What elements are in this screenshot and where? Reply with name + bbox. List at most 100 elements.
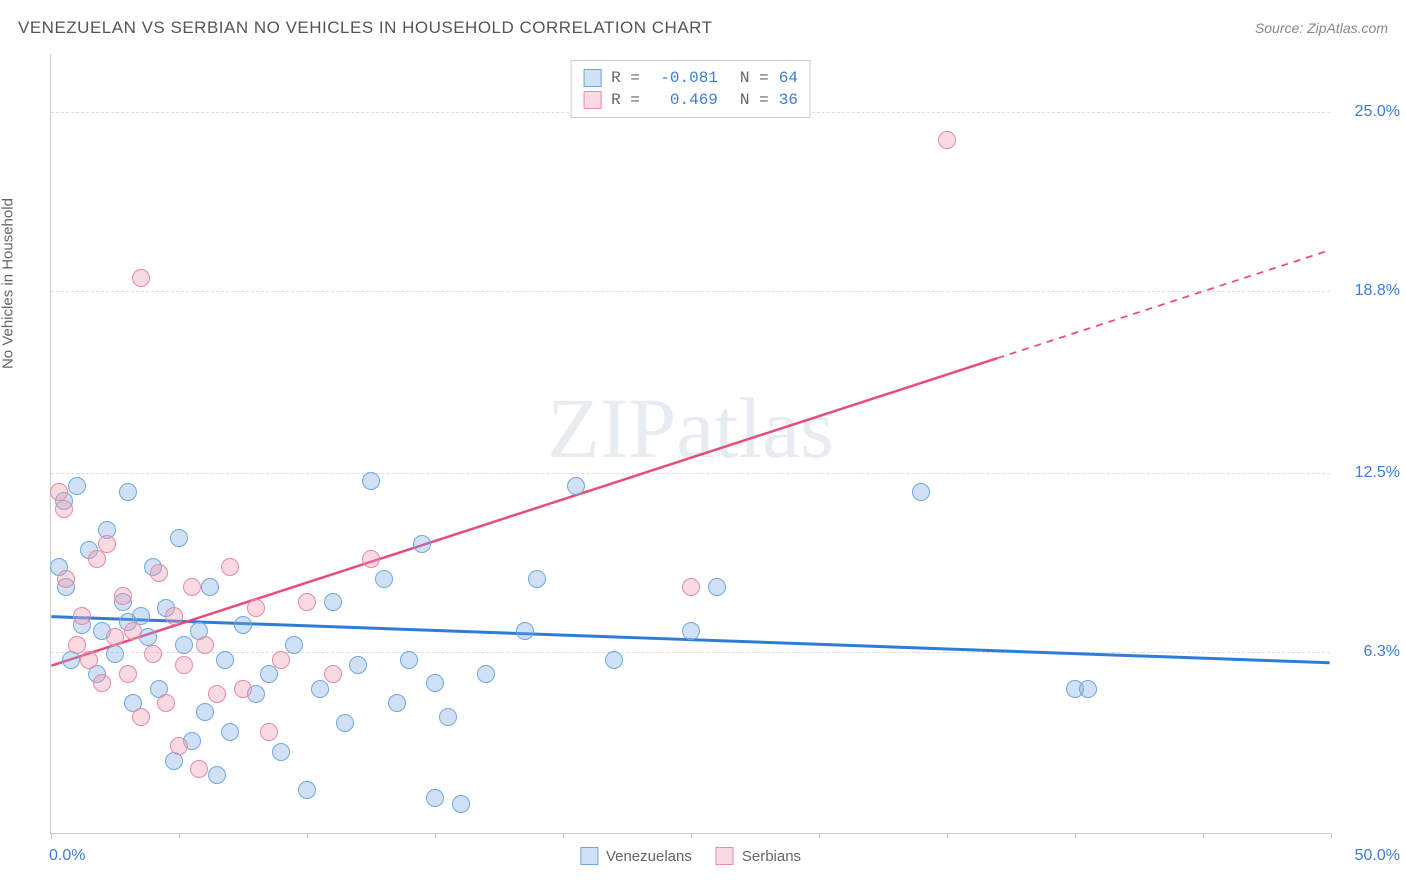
stats-row: R = -0.081 N = 64	[583, 67, 798, 89]
data-point	[285, 636, 303, 654]
x-tick	[51, 833, 52, 839]
data-point	[165, 607, 183, 625]
stats-n-label: N =	[740, 69, 769, 87]
data-point	[362, 472, 380, 490]
trend-line-dashed	[997, 250, 1329, 358]
data-point	[272, 743, 290, 761]
data-point	[708, 578, 726, 596]
legend-item: Serbians	[716, 847, 801, 865]
data-point	[362, 550, 380, 568]
data-point	[106, 645, 124, 663]
data-point	[132, 269, 150, 287]
x-tick	[307, 833, 308, 839]
chart-title: VENEZUELAN VS SERBIAN NO VEHICLES IN HOU…	[18, 18, 713, 38]
data-point	[477, 665, 495, 683]
stats-n-value: 64	[779, 69, 798, 87]
data-point	[260, 665, 278, 683]
gridline-h	[51, 652, 1330, 653]
data-point	[528, 570, 546, 588]
y-axis-label: No Vehicles in Household	[0, 198, 17, 369]
x-tick	[1075, 833, 1076, 839]
legend-item: Venezuelans	[580, 847, 692, 865]
data-point	[1079, 680, 1097, 698]
data-point	[196, 703, 214, 721]
data-point	[132, 708, 150, 726]
gridline-h	[51, 473, 1330, 474]
data-point	[605, 651, 623, 669]
data-point	[208, 766, 226, 784]
gridline-h	[51, 291, 1330, 292]
data-point	[234, 680, 252, 698]
stats-r-label: R =	[611, 69, 640, 87]
data-point	[170, 737, 188, 755]
data-point	[93, 674, 111, 692]
data-point	[119, 483, 137, 501]
data-point	[234, 616, 252, 634]
data-point	[68, 636, 86, 654]
data-point	[183, 578, 201, 596]
watermark: ZIPatlas	[547, 378, 834, 478]
data-point	[57, 570, 75, 588]
data-point	[413, 535, 431, 553]
data-point	[298, 593, 316, 611]
data-point	[247, 599, 265, 617]
data-point	[144, 645, 162, 663]
data-point	[912, 483, 930, 501]
data-point	[682, 578, 700, 596]
data-point	[208, 685, 226, 703]
legend-label: Venezuelans	[606, 848, 692, 865]
data-point	[196, 636, 214, 654]
data-point	[439, 708, 457, 726]
y-tick-label: 12.5%	[1340, 464, 1400, 482]
data-point	[119, 665, 137, 683]
legend-swatch	[716, 847, 734, 865]
x-axis-start-label: 0.0%	[49, 847, 85, 865]
chart-area: ZIPatlas 6.3%12.5%18.8%25.0% 0.0% 50.0% …	[50, 54, 1330, 834]
data-point	[139, 628, 157, 646]
legend-swatch	[580, 847, 598, 865]
data-point	[68, 477, 86, 495]
data-point	[73, 607, 91, 625]
data-point	[400, 651, 418, 669]
stats-r-value: 0.469	[650, 91, 718, 109]
data-point	[55, 500, 73, 518]
y-tick-label: 25.0%	[1340, 103, 1400, 121]
data-point	[157, 694, 175, 712]
x-tick	[819, 833, 820, 839]
x-tick	[947, 833, 948, 839]
data-point	[150, 564, 168, 582]
data-point	[175, 656, 193, 674]
data-point	[106, 628, 124, 646]
legend-label: Serbians	[742, 848, 801, 865]
trendlines-svg	[51, 54, 1330, 833]
x-tick	[563, 833, 564, 839]
data-point	[938, 131, 956, 149]
y-tick-label: 6.3%	[1340, 643, 1400, 661]
data-point	[170, 529, 188, 547]
x-tick	[1331, 833, 1332, 839]
data-point	[426, 674, 444, 692]
trend-line-solid	[51, 358, 997, 665]
data-point	[50, 483, 68, 501]
data-point	[452, 795, 470, 813]
x-tick	[435, 833, 436, 839]
data-point	[201, 578, 219, 596]
data-point	[324, 593, 342, 611]
stats-box: R =-0.081N =64R =0.469N =36	[570, 60, 811, 118]
x-tick	[691, 833, 692, 839]
data-point	[426, 789, 444, 807]
data-point	[324, 665, 342, 683]
header: VENEZUELAN VS SERBIAN NO VEHICLES IN HOU…	[18, 18, 1388, 38]
data-point	[216, 651, 234, 669]
stats-r-value: -0.081	[650, 69, 718, 87]
data-point	[349, 656, 367, 674]
data-point	[260, 723, 278, 741]
data-point	[682, 622, 700, 640]
x-axis-end-label: 50.0%	[1355, 847, 1400, 865]
legend-bottom: Venezuelans Serbians	[580, 847, 801, 865]
data-point	[516, 622, 534, 640]
data-point	[298, 781, 316, 799]
data-point	[190, 760, 208, 778]
data-point	[80, 651, 98, 669]
data-point	[124, 622, 142, 640]
